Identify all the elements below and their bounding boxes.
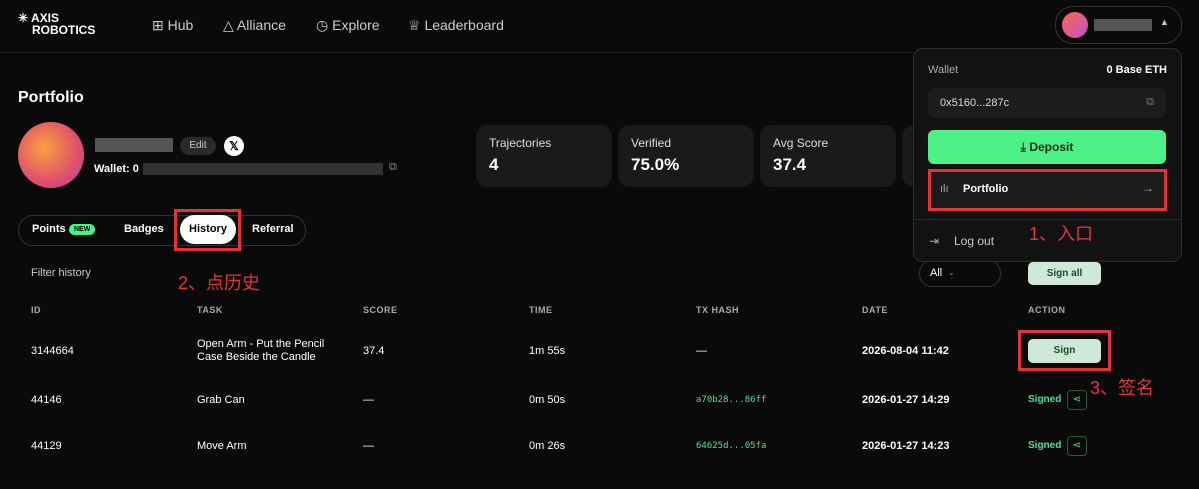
nav-label: Hub [167,17,194,33]
wallet-blurred [143,163,383,175]
logo-line: ROBOTICS [32,23,96,37]
cell: — [363,440,374,452]
column-header: TX HASH [696,305,740,315]
profile-avatar [18,122,84,188]
wallet-title: Wallet [928,64,959,76]
nav-label: Explore [332,17,380,33]
logout[interactable]: Log out [954,234,995,248]
tab-badges[interactable]: Badges [124,223,164,235]
stat-value: 4 [489,155,499,174]
nav-leaderboard[interactable]: ♕ Leaderboard [408,17,504,33]
stat-label: Avg Score [773,136,829,150]
column-header: SCORE [363,305,398,315]
address-box: 0x5160...287c ⧉ [928,88,1166,118]
annotation: 1、入口 [1029,224,1094,244]
edit-button[interactable]: Edit [180,137,216,155]
highlight-box [928,169,1167,211]
annotation: 3、签名 [1090,378,1155,398]
wallet-label: Wallet: 0 [94,163,139,175]
chart-icon: ılı [940,183,949,195]
logout-icon: ⇥ [929,234,940,248]
deposit-button[interactable]: ⤓ Deposit [928,130,1166,164]
stat-value: 75.0% [631,155,680,174]
cell: 0m 26s [529,440,566,452]
new-badge: NEW [69,224,96,235]
cell: 2026-01-27 14:23 [862,440,950,452]
stat-value: 37.4 [773,155,807,174]
sign-button[interactable]: Sign [1028,339,1101,363]
logo-line: AXIS [30,11,59,25]
signed-status: Signed [1028,440,1062,451]
cell: 0m 50s [529,394,566,406]
portfolio-item[interactable]: ılı Portfolio → [928,171,1166,209]
stat-card: Verified 75.0% [618,125,754,187]
share-button[interactable]: ⋖ [1067,390,1087,410]
cell: — [696,345,707,357]
tx-hash[interactable]: a70b28...86ff [696,395,767,405]
address: 0x5160...287c [940,97,1010,109]
task: Move Arm [197,440,247,452]
cell: 2026-08-04 11:42 [862,345,949,357]
column-header: ACTION [1028,305,1066,315]
divider [0,52,913,53]
wallet-dropdown: Wallet 0 Base ETH 0x5160...287c ⧉ ⤓ Depo… [913,48,1182,262]
stat-label: Verified [631,136,672,150]
task: Open Arm - Put the Pencil Case Beside th… [197,338,325,363]
tab-points[interactable]: Points [32,223,66,235]
stat-label: Trajectories [489,136,552,150]
deposit-label: Deposit [1029,140,1074,154]
user-name-blurred [1094,19,1152,31]
column-header: ID [31,305,41,315]
cell: 2026-01-27 14:29 [862,394,950,406]
nav-explore[interactable]: ◷ Explore [316,17,380,33]
stat-card: Trajectories 4 [476,125,612,187]
column-header: DATE [862,305,888,315]
portfolio-label: Portfolio [963,183,1009,195]
highlight-box [174,209,241,251]
user-menu[interactable]: ▲ [1055,6,1182,44]
balance: 0 Base ETH [1106,64,1167,76]
page-title: Portfolio [18,89,84,106]
task: Grab Can [197,394,245,406]
cell: 44129 [31,440,62,452]
copy-icon[interactable]: ⧉ [1146,96,1154,108]
user-avatar [1062,12,1088,38]
column-header: TIME [529,305,553,315]
cell: 1m 55s [529,345,566,357]
x-link[interactable]: 𝕏 [224,136,244,156]
tx-hash[interactable]: 64625d...05fa [696,441,767,451]
caret: ▲ [1160,17,1169,27]
select-value: All [930,267,943,279]
cell: 44146 [31,394,62,406]
tab-referral[interactable]: Referral [252,223,294,235]
column-header: TASK [197,305,223,315]
logo-mark: ✳ [18,11,31,25]
nav-label: Leaderboard [424,17,504,33]
filter-select[interactable]: All ⌄ [919,260,1001,287]
nav-alliance[interactable]: △ Alliance [223,17,286,33]
annotation: 2、点历史 [178,273,261,293]
divider [914,219,1181,220]
cell: 3144664 [31,345,74,357]
nav-label: Alliance [236,17,286,33]
nav-hub[interactable]: ⊞ Hub [152,17,194,33]
logo[interactable]: ✳ AXIS ROBOTICS [18,12,95,36]
profile-name-blurred [95,138,173,152]
share-button[interactable]: ⋖ [1067,436,1087,456]
tab-history[interactable]: History [180,215,236,244]
filter-label: Filter history [31,267,91,279]
highlight-box [1018,330,1111,371]
caret: ⌄ [948,268,955,277]
copy-icon[interactable]: ⧉ [389,161,397,173]
cell: — [363,394,374,406]
tabs [18,215,306,246]
stat-card: Avg Score 37.4 [760,125,896,187]
signed-status: Signed [1028,394,1062,405]
sign-all-button[interactable]: Sign all [1028,262,1101,285]
cell: 37.4 [363,345,385,357]
arrow-icon: → [1142,181,1154,195]
